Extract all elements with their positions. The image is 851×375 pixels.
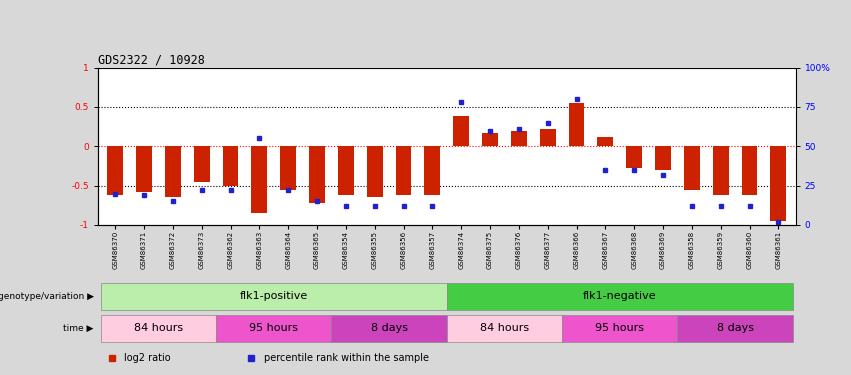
Bar — [563, 315, 677, 342]
Text: flk1-positive: flk1-positive — [240, 291, 308, 301]
Bar — [713, 146, 728, 195]
Bar — [677, 315, 793, 342]
Text: 8 days: 8 days — [717, 322, 754, 333]
Text: 8 days: 8 days — [370, 322, 408, 333]
Bar — [100, 283, 447, 310]
Text: log2 ratio: log2 ratio — [124, 353, 171, 363]
Text: 84 hours: 84 hours — [480, 322, 529, 333]
Bar — [425, 146, 440, 195]
Bar — [483, 133, 498, 146]
Bar — [194, 146, 209, 182]
Bar — [568, 103, 585, 146]
Bar — [165, 146, 180, 197]
Bar — [251, 146, 267, 213]
Bar — [367, 146, 383, 197]
Bar — [136, 146, 152, 192]
Bar — [684, 146, 700, 190]
Bar — [396, 146, 411, 195]
Text: flk1-negative: flk1-negative — [583, 291, 657, 301]
Bar — [280, 146, 296, 190]
Bar — [770, 146, 786, 221]
Text: 95 hours: 95 hours — [596, 322, 644, 333]
Bar — [511, 130, 527, 146]
Bar — [540, 129, 556, 146]
Bar — [309, 146, 325, 203]
Bar — [447, 283, 793, 310]
Text: 95 hours: 95 hours — [249, 322, 298, 333]
Bar — [331, 315, 447, 342]
Bar — [223, 146, 238, 186]
Bar — [107, 146, 123, 195]
Bar — [338, 146, 354, 195]
Text: percentile rank within the sample: percentile rank within the sample — [264, 353, 429, 363]
Bar — [655, 146, 671, 170]
Bar — [597, 137, 614, 146]
Bar — [626, 146, 643, 168]
Text: time ▶: time ▶ — [63, 324, 94, 333]
Bar — [741, 146, 757, 195]
Text: GDS2322 / 10928: GDS2322 / 10928 — [98, 53, 205, 66]
Text: genotype/variation ▶: genotype/variation ▶ — [0, 292, 94, 301]
Bar — [100, 315, 216, 342]
Bar — [454, 116, 469, 146]
Bar — [447, 315, 563, 342]
Bar — [216, 315, 331, 342]
Text: 84 hours: 84 hours — [134, 322, 183, 333]
